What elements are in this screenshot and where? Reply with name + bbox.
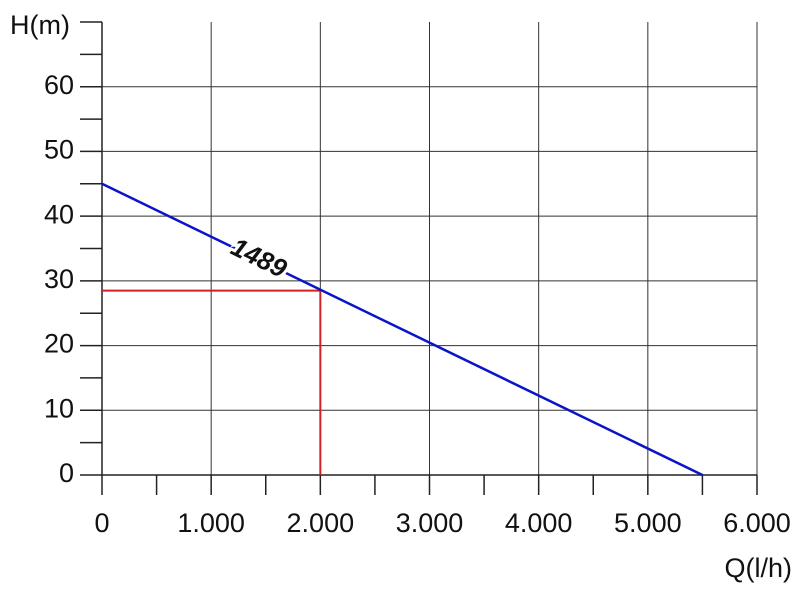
y-tick-label: 30 — [44, 264, 74, 294]
x-tick-label: 6.000 — [723, 508, 791, 538]
x-tick-label: 5.000 — [614, 508, 682, 538]
x-axis-label: Q(l/h) — [725, 553, 793, 583]
y-tick-label: 20 — [44, 329, 74, 359]
y-tick-label: 50 — [44, 135, 74, 165]
y-tick-label: 60 — [44, 70, 74, 100]
y-tick-label: 0 — [59, 458, 74, 488]
series-label: 1489 — [226, 231, 292, 283]
x-tick-label: 0 — [94, 508, 109, 538]
x-tick-label: 2.000 — [287, 508, 355, 538]
x-tick-label: 3.000 — [396, 508, 464, 538]
y-tick-label: 40 — [44, 199, 74, 229]
series-line — [101, 182, 703, 477]
y-axis-label: H(m) — [10, 10, 70, 40]
x-tick-label: 4.000 — [505, 508, 573, 538]
x-tick-label: 1.000 — [177, 508, 245, 538]
y-tick-label: 10 — [44, 393, 74, 423]
